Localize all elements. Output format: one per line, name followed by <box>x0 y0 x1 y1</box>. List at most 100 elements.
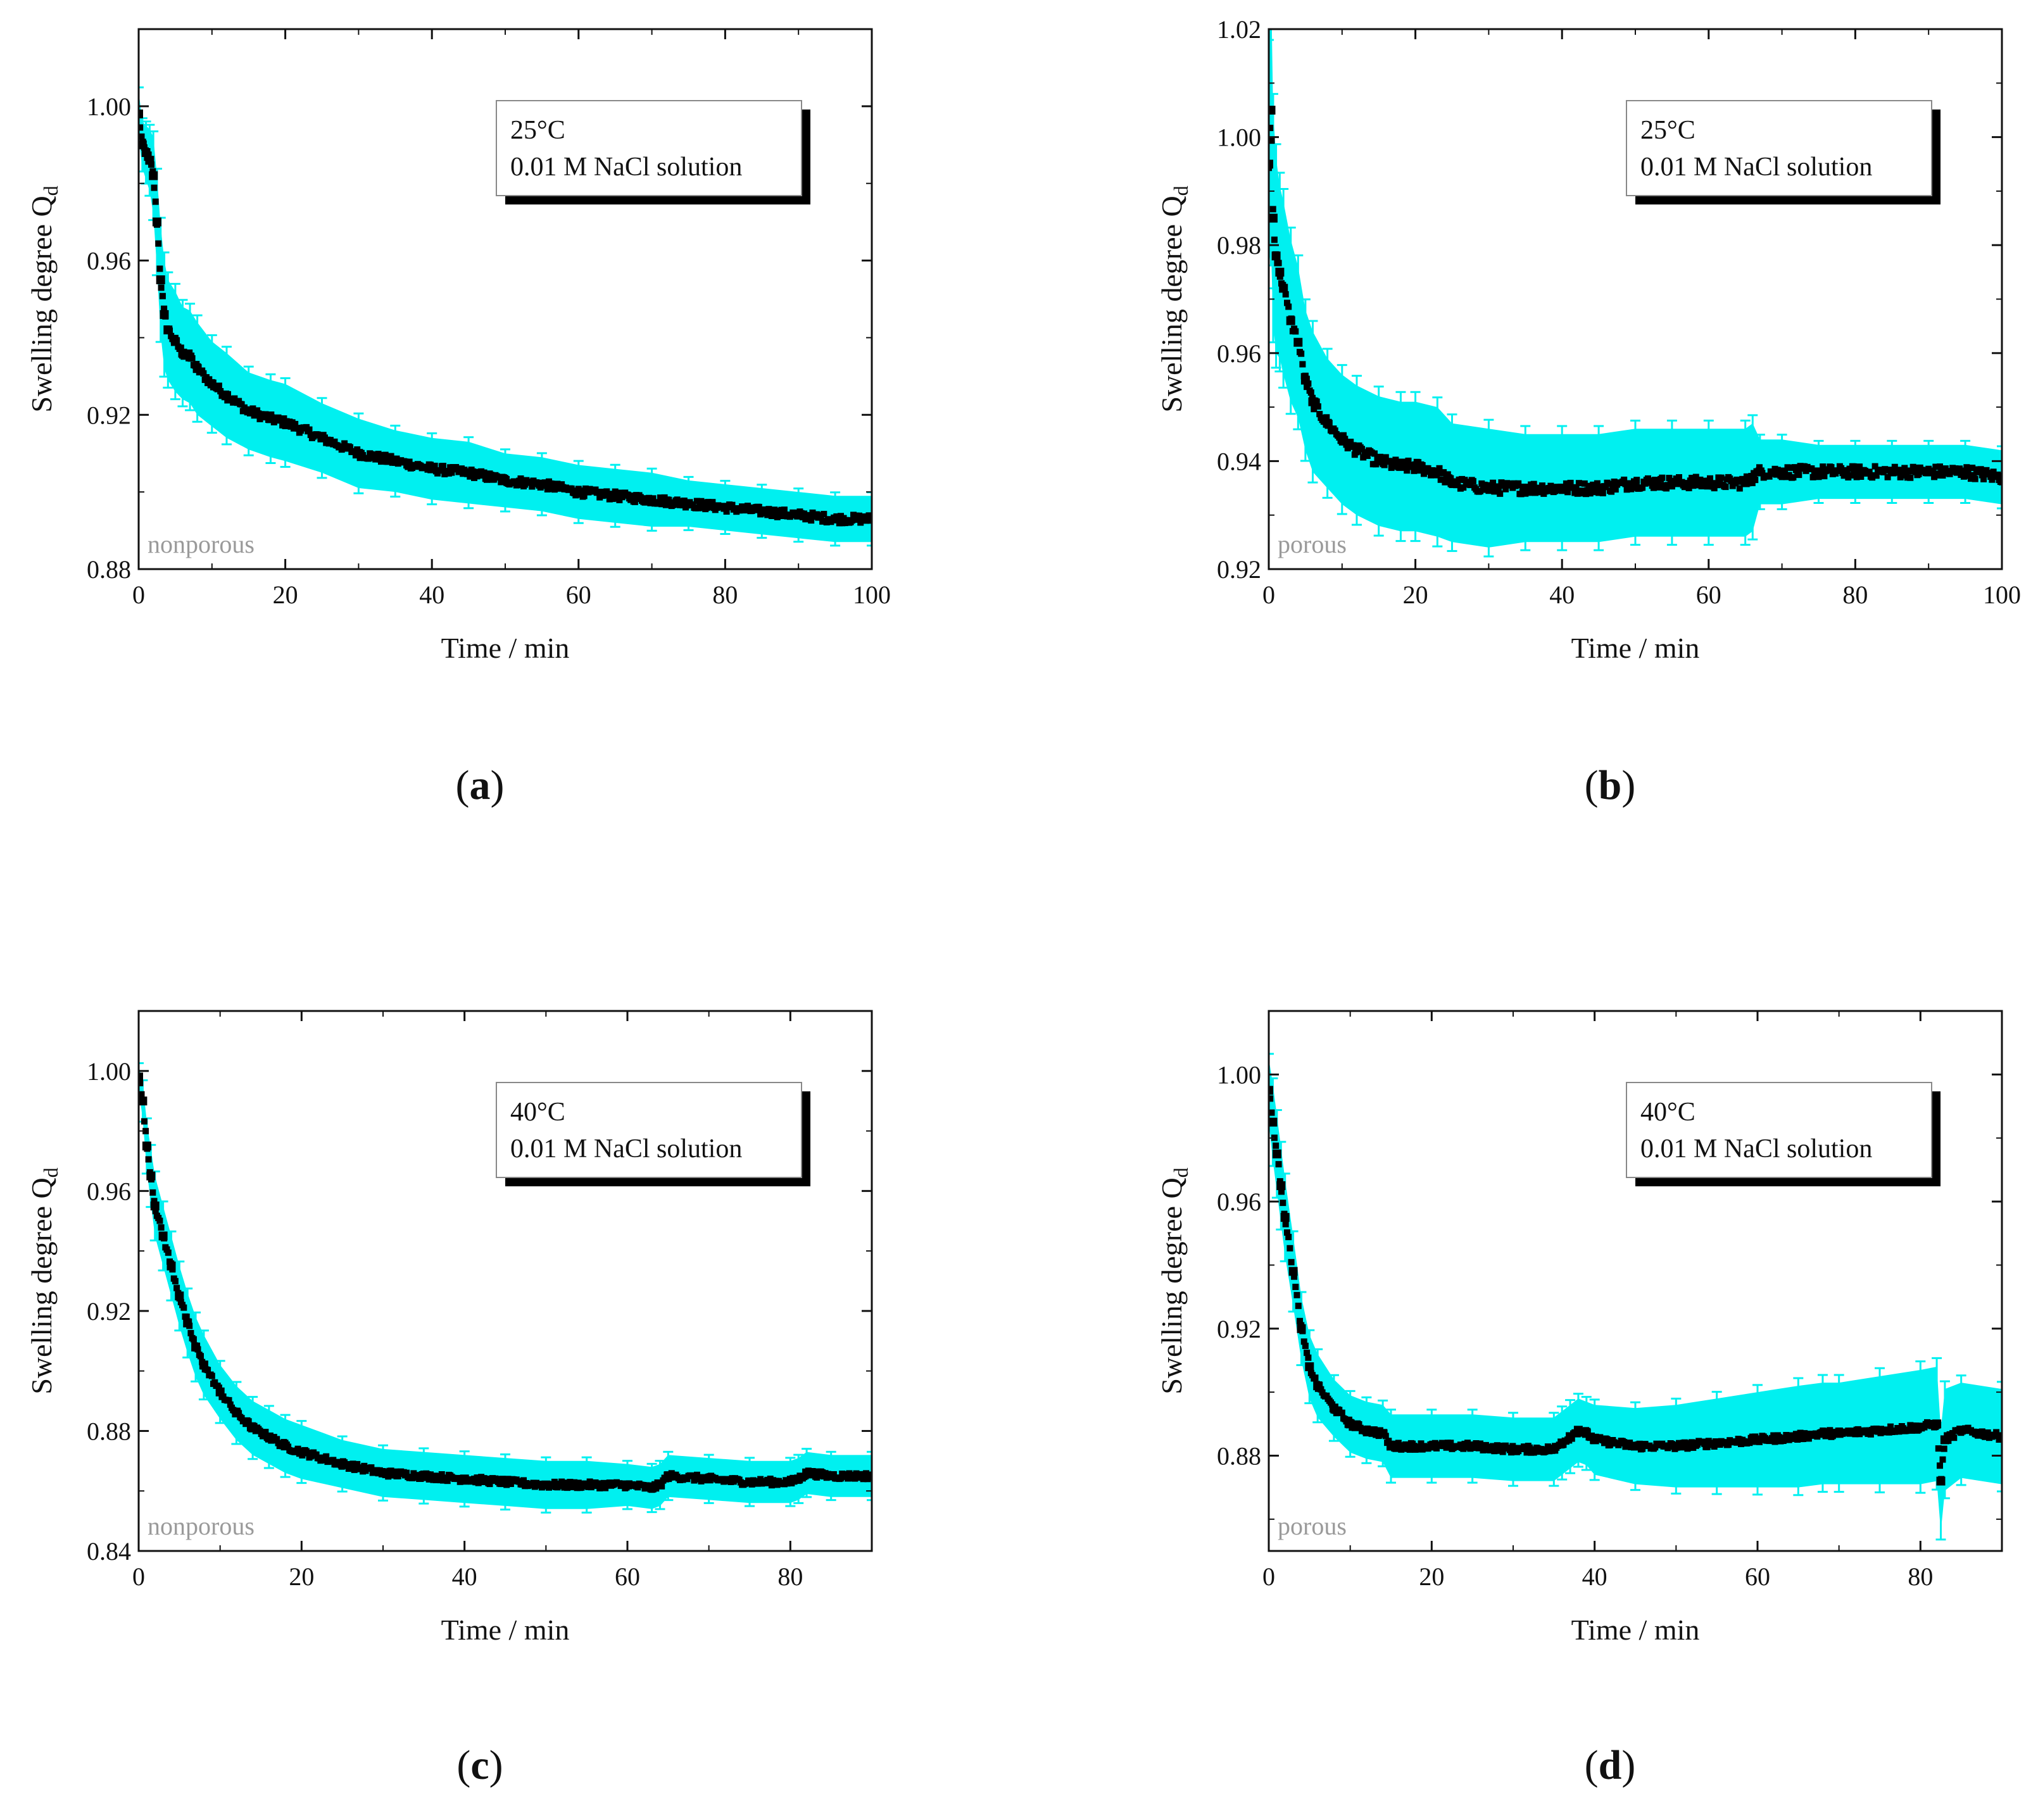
data-marker-interp <box>816 1472 823 1479</box>
data-point <box>167 1261 176 1271</box>
data-marker-interp <box>1951 1434 1958 1441</box>
data-marker-interp <box>807 513 813 520</box>
data-point <box>317 433 327 442</box>
data-point <box>684 499 693 508</box>
data-marker-interp <box>517 475 524 482</box>
data-marker-interp <box>1891 463 1898 470</box>
data-marker-interp <box>860 1476 867 1483</box>
data-marker-interp <box>1477 1440 1483 1447</box>
data-marker-interp <box>1385 1438 1392 1445</box>
data-marker-interp <box>1972 475 1978 482</box>
data-marker-interp <box>485 475 492 482</box>
data-marker-interp <box>1986 470 1992 477</box>
data-marker-interp <box>1856 463 1863 470</box>
data-marker-interp <box>1937 1462 1943 1469</box>
x-axis-title: Time / min <box>441 1614 570 1646</box>
data-marker-interp <box>1887 1423 1894 1430</box>
data-marker-interp <box>1406 1446 1413 1453</box>
data-point <box>280 418 290 427</box>
data-marker-interp <box>1969 465 1976 471</box>
data-point <box>1387 1441 1395 1451</box>
data-marker-interp <box>139 133 145 140</box>
data-marker-interp <box>703 505 710 511</box>
data-marker-interp <box>1323 414 1330 421</box>
data-marker-interp <box>1399 1445 1406 1452</box>
data-marker-interp <box>1685 485 1692 491</box>
data-marker-interp <box>1537 486 1544 493</box>
data-marker-interp <box>602 1484 609 1491</box>
data-point <box>1275 267 1285 277</box>
data-point <box>1271 251 1281 261</box>
data-marker-interp <box>1305 1354 1312 1361</box>
data-marker-interp <box>1350 442 1357 449</box>
data-marker-interp <box>1490 479 1497 486</box>
data-marker-interp <box>292 420 299 427</box>
data-marker-interp <box>211 1379 218 1386</box>
data-marker-interp <box>159 292 166 299</box>
data-point <box>537 480 546 489</box>
data-marker-interp <box>145 1156 152 1163</box>
data-marker-interp <box>1273 1142 1280 1149</box>
data-marker-interp <box>1292 1283 1299 1290</box>
data-marker-interp <box>1280 1200 1286 1207</box>
data-marker-interp <box>1298 350 1305 357</box>
data-marker-interp <box>1304 384 1311 391</box>
y-axis-title-main: Swelling degree Q <box>1155 196 1188 412</box>
data-marker-interp <box>437 467 444 474</box>
panel-label-letter: d <box>1599 1742 1622 1788</box>
data-marker-interp <box>558 1478 565 1485</box>
data-marker-interp <box>481 469 487 476</box>
data-marker-interp <box>1907 474 1914 481</box>
x-tick-label: 80 <box>1908 1562 1933 1591</box>
data-point <box>1704 478 1713 487</box>
data-marker-interp <box>172 1277 179 1284</box>
data-marker-interp <box>448 469 455 476</box>
data-point <box>183 1318 192 1327</box>
data-marker-interp <box>1368 1430 1375 1437</box>
y-axis-title-subscript: d <box>39 185 62 196</box>
data-marker-interp <box>1970 472 1977 479</box>
data-marker-interp <box>323 1453 330 1460</box>
legend-solution: 0.01 M NaCl solution <box>1640 153 1872 182</box>
data-marker-interp <box>142 1127 149 1134</box>
data-point <box>1269 213 1278 223</box>
data-marker-interp <box>1269 1095 1274 1102</box>
data-marker-interp <box>382 451 389 458</box>
data-marker-interp <box>1382 454 1389 461</box>
data-marker-interp <box>1790 474 1797 480</box>
data-marker-interp <box>1269 1109 1275 1116</box>
data-marker-interp <box>863 517 870 524</box>
data-marker-interp <box>729 501 736 508</box>
data-marker-interp <box>1625 480 1632 487</box>
data-marker-interp <box>1980 475 1987 482</box>
data-point <box>720 503 730 512</box>
data-marker-interp <box>1307 389 1314 396</box>
data-marker-interp <box>568 485 575 492</box>
data-marker-interp <box>1963 464 1970 471</box>
data-point <box>1468 1441 1477 1451</box>
x-tick-label: 60 <box>566 581 591 609</box>
data-point <box>1924 467 1934 477</box>
data-marker-interp <box>1499 1448 1506 1455</box>
data-marker-interp <box>1756 464 1763 471</box>
data-point <box>1313 1381 1323 1391</box>
data-marker-interp <box>567 1479 574 1486</box>
data-point <box>1834 1429 1844 1438</box>
data-point <box>175 1291 184 1301</box>
data-point <box>149 171 158 180</box>
data-marker-interp <box>1838 465 1845 472</box>
y-tick-label: 1.00 <box>87 92 131 121</box>
data-marker-interp <box>306 426 313 433</box>
data-marker-interp <box>1852 1431 1859 1438</box>
data-marker-interp <box>215 382 222 389</box>
data-point <box>1269 1117 1278 1127</box>
data-marker-interp <box>1873 472 1880 479</box>
data-point <box>794 510 803 520</box>
data-marker-interp <box>821 511 827 517</box>
data-marker-interp <box>180 1304 187 1311</box>
data-marker-interp <box>1300 1338 1307 1345</box>
y-axis-title: Swelling degree Qd <box>1155 185 1192 412</box>
data-point <box>1378 1429 1388 1438</box>
data-marker-interp <box>198 1353 204 1360</box>
data-point <box>1936 1476 1946 1486</box>
